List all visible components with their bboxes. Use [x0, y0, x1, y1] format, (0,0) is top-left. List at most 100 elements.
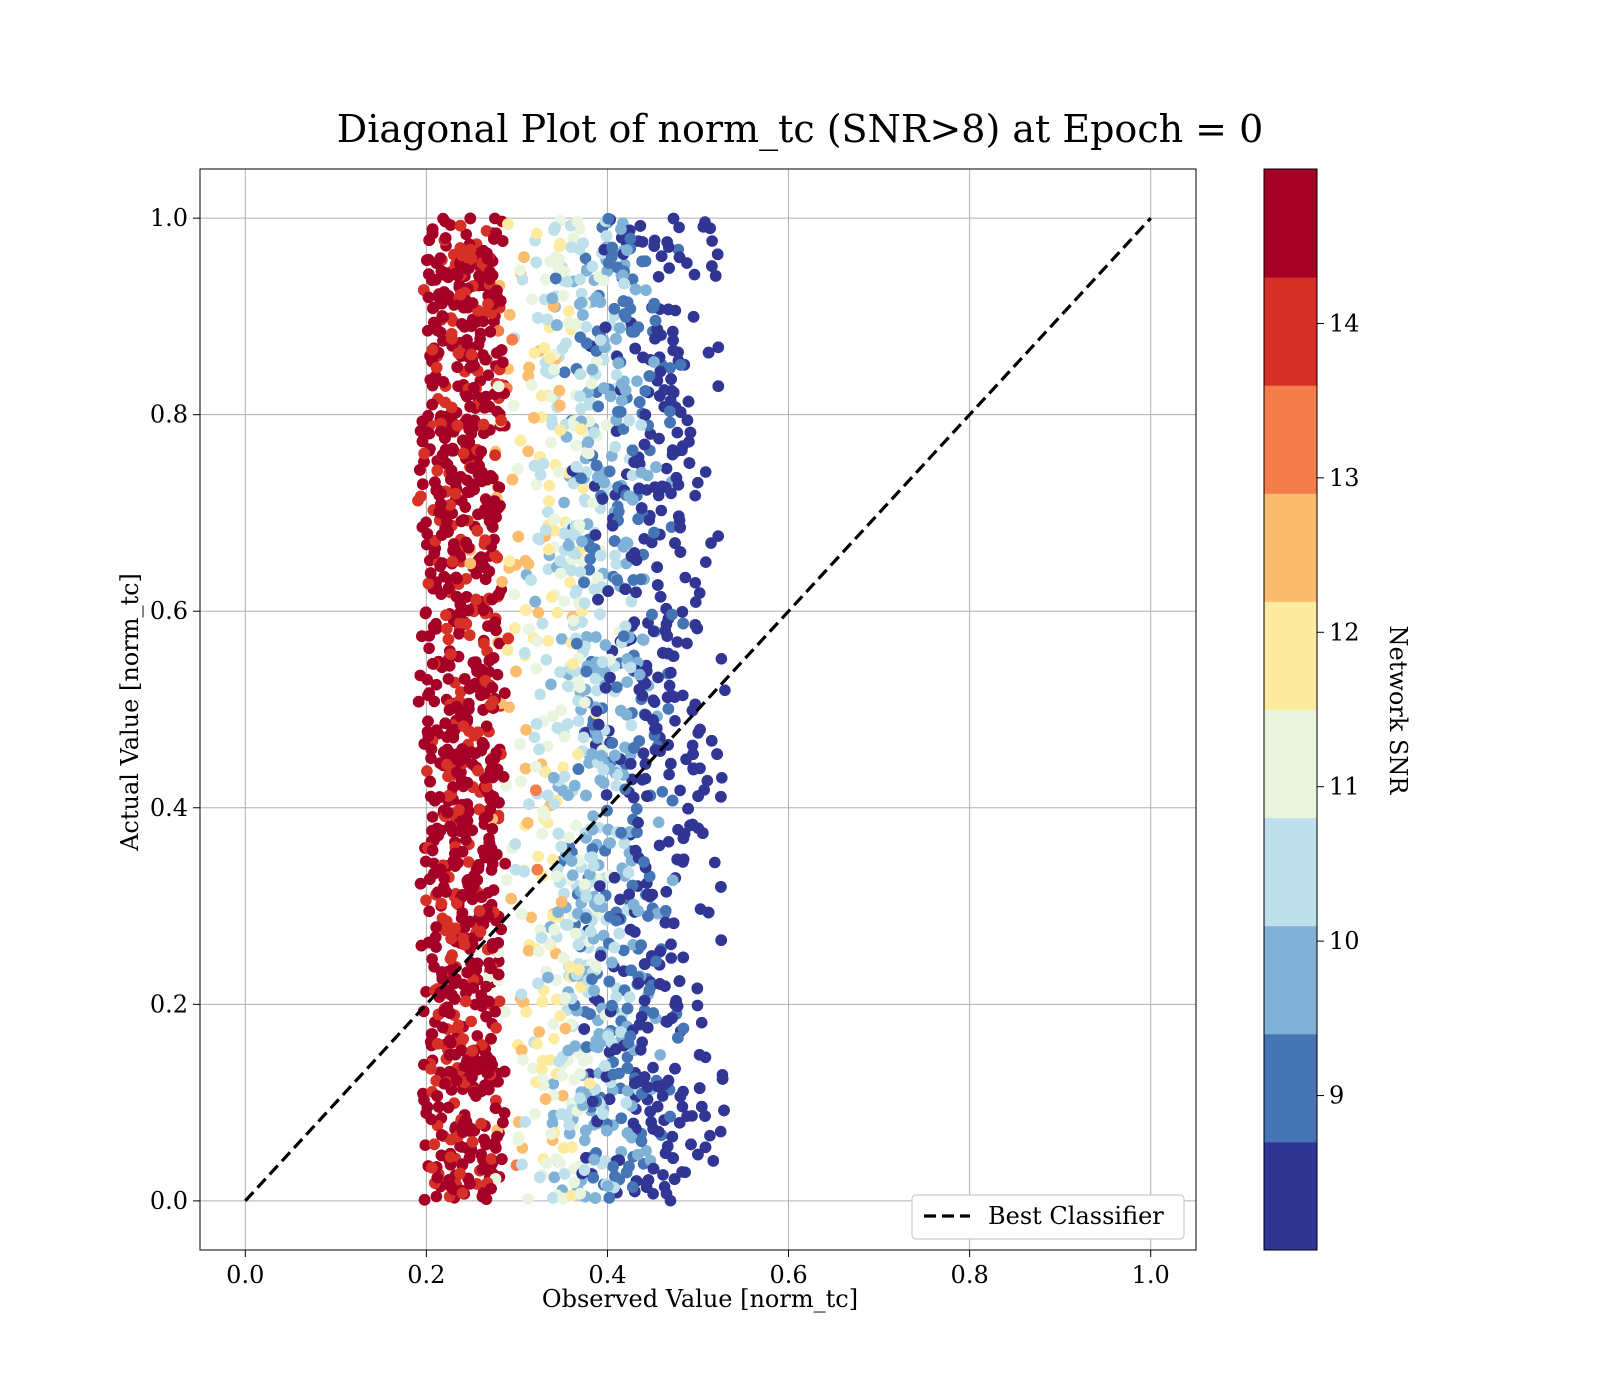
scatter-point [699, 1141, 712, 1154]
scatter-point [554, 1010, 567, 1022]
scatter-point [632, 816, 644, 829]
scatter-point [453, 628, 465, 640]
scatter-point [618, 837, 631, 849]
scatter-point [420, 516, 432, 529]
scatter-point [547, 1078, 560, 1090]
scatter-point [522, 944, 535, 957]
scatter-point [572, 939, 585, 951]
scatter-point [603, 1093, 616, 1105]
scatter-point [540, 1157, 553, 1170]
scatter-point [433, 791, 446, 803]
scatter-point [595, 749, 608, 762]
scatter-point [527, 1062, 539, 1074]
scatter-point [491, 668, 504, 681]
scatter-point [635, 939, 647, 951]
scatter-point [689, 577, 702, 589]
scatter-point [536, 389, 548, 402]
scatter-point [664, 416, 676, 429]
scatter-point [442, 1101, 455, 1114]
scatter-point [655, 250, 668, 262]
scatter-point [669, 1062, 681, 1075]
scatter-point [445, 401, 458, 414]
scatter-point [630, 803, 643, 815]
scatter-point [519, 762, 532, 775]
scatter-point [493, 995, 506, 1008]
scatter-point [621, 244, 633, 256]
scatter-point [498, 1065, 511, 1078]
scatter-point [530, 478, 543, 491]
scatter-point [686, 739, 699, 752]
scatter-point [426, 1161, 438, 1174]
scatter-point [427, 658, 439, 670]
scatter-point [628, 456, 640, 468]
scatter-point [615, 223, 627, 235]
scatter-point [452, 380, 464, 393]
scatter-point [444, 820, 456, 833]
scatter-point [553, 466, 565, 478]
scatter-point [426, 223, 439, 235]
scatter-point [647, 1061, 659, 1074]
scatter-point [522, 445, 534, 458]
scatter-point [612, 357, 625, 370]
scatter-point [610, 914, 622, 927]
scatter-point [471, 1030, 484, 1042]
scatter-point [510, 665, 522, 678]
scatter-point [522, 370, 535, 382]
scatter-point [587, 497, 599, 509]
scatter-point [545, 678, 557, 691]
scatter-point [459, 501, 472, 513]
scatter-point [693, 1082, 706, 1094]
scatter-point [589, 1192, 602, 1204]
scatter-point [514, 264, 526, 277]
scatter-point [672, 1032, 684, 1044]
scatter-point [638, 856, 650, 868]
scatter-point [441, 622, 453, 635]
scatter-point [578, 1023, 590, 1035]
scatter-point [421, 765, 433, 777]
scatter-point [682, 395, 695, 408]
scatter-point [483, 1083, 495, 1096]
scatter-point [548, 1171, 561, 1184]
scatter-point [449, 487, 462, 500]
scatter-point [651, 323, 664, 336]
scatter-point [470, 567, 483, 580]
scatter-point [553, 1055, 565, 1068]
scatter-point [593, 893, 605, 906]
scatter-point [715, 791, 727, 803]
scatter-point [603, 465, 616, 478]
scatter-point [638, 438, 651, 451]
scatter-point [562, 539, 575, 552]
scatter-point [536, 1055, 549, 1067]
scatter-point [522, 1193, 534, 1205]
scatter-point [643, 370, 656, 382]
scatter-point [546, 591, 558, 603]
scatter-point [597, 777, 610, 789]
scatter-point [497, 356, 509, 369]
scatter-point [493, 499, 505, 512]
scatter-point [649, 314, 662, 327]
scatter-point [666, 794, 679, 807]
scatter-point [435, 1129, 448, 1141]
scatter-point [432, 886, 444, 899]
scatter-point [493, 481, 506, 494]
scatter-point [701, 774, 714, 787]
scatter-point [516, 1054, 529, 1066]
scatter-point [609, 441, 621, 453]
scatter-point [426, 811, 439, 823]
scatter-point [659, 916, 672, 929]
scatter-point [546, 710, 559, 723]
scatter-point [489, 1005, 502, 1018]
scatter-point [652, 671, 664, 684]
scatter-point [574, 566, 587, 578]
scatter-point [663, 768, 675, 781]
scatter-point [597, 1108, 609, 1120]
scatter-point [610, 333, 622, 345]
scatter-point [712, 530, 724, 542]
scatter-point [475, 689, 487, 701]
scatter-point [583, 757, 595, 769]
scatter-point [695, 1016, 708, 1029]
scatter-point [637, 747, 650, 760]
scatter-point [493, 637, 506, 650]
scatter-point [586, 851, 598, 863]
scatter-point [442, 673, 455, 685]
